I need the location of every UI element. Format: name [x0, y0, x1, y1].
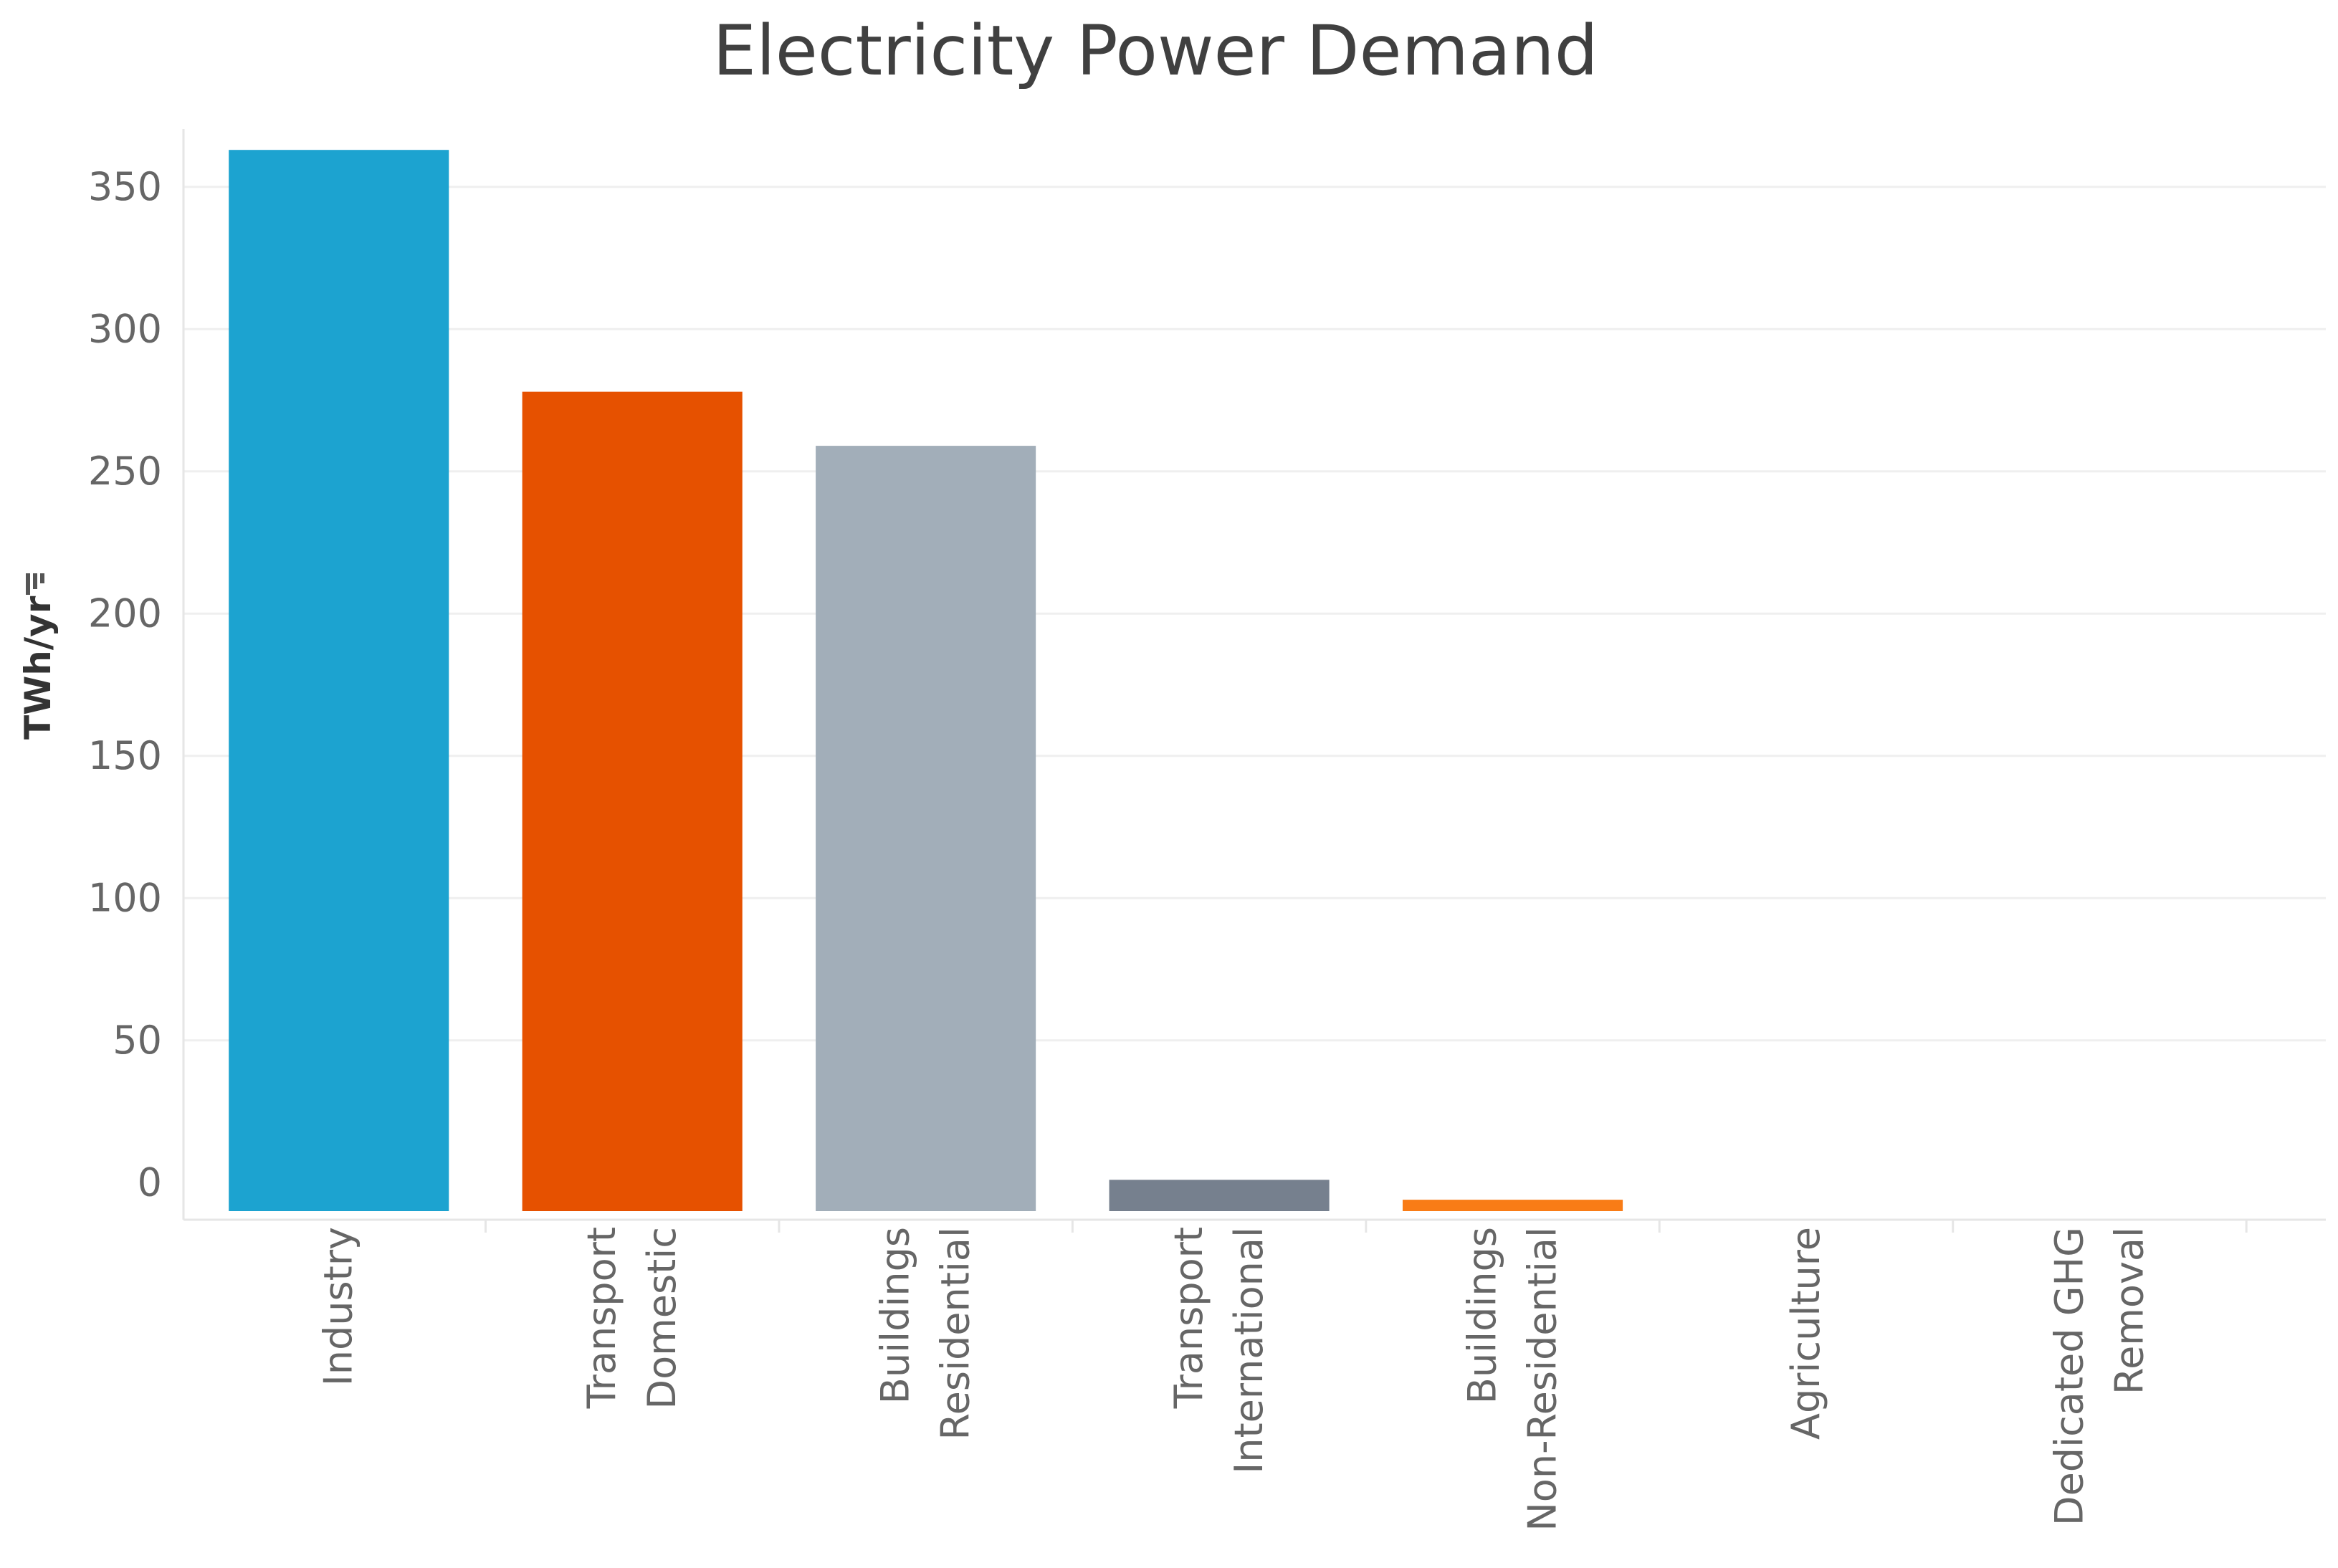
- y-tick-label: 50: [113, 1018, 162, 1063]
- x-tick-label-line: Buildings: [873, 1227, 918, 1404]
- xlabels-layer: Industry Transport Domestic Buildings Reside…: [316, 1227, 2152, 1531]
- bar-transport-international[interactable]: [1109, 1180, 1330, 1211]
- ticks-layer: 0 50 100 150 200 250 300 350: [88, 164, 162, 1205]
- y-tick-label: 350: [88, 164, 162, 209]
- x-tick-label-line: Domestic: [639, 1227, 684, 1409]
- x-tick-label: Agriculture: [1783, 1227, 1828, 1440]
- x-tick-label-line: Residential: [933, 1227, 978, 1440]
- y-axis-label: TWh/yr: [17, 596, 59, 740]
- x-tick-label: Industry: [316, 1227, 361, 1386]
- y-tick-label: 100: [88, 875, 162, 920]
- x-tick-label: Transport International: [1166, 1227, 1271, 1474]
- x-tick-label-line: Transport: [1166, 1227, 1211, 1409]
- bar-buildings-non-residential[interactable]: [1402, 1200, 1623, 1211]
- x-tick-label-line: Non-Residential: [1520, 1227, 1565, 1531]
- x-tick-label: Buildings Residential: [873, 1227, 978, 1440]
- x-tick-label: Dedicated GHG Removal: [2046, 1227, 2152, 1526]
- x-tick-label-line: Dedicated GHG: [2046, 1227, 2091, 1526]
- y-tick-label: 300: [88, 306, 162, 351]
- x-tick-label-line: Industry: [316, 1227, 361, 1386]
- bar-transport-domestic[interactable]: [522, 391, 743, 1211]
- x-tick-label-line: International: [1226, 1227, 1271, 1474]
- bar-buildings-residential[interactable]: [816, 446, 1036, 1211]
- y-tick-label: 150: [88, 733, 162, 778]
- y-tick-label: 0: [138, 1160, 162, 1205]
- x-tick-label-line: Removal: [2106, 1227, 2152, 1395]
- x-tick-label: Buildings Non-Residential: [1460, 1227, 1565, 1531]
- chart-title: Electricity Power Demand: [712, 11, 1598, 91]
- bars-layer: [229, 150, 1623, 1212]
- bar-industry[interactable]: [229, 150, 449, 1212]
- x-tick-label: Transport Domestic: [579, 1227, 684, 1409]
- x-tick-label-line: Buildings: [1460, 1227, 1505, 1404]
- y-tick-label: 250: [88, 449, 162, 494]
- y-axis-label-group: TWh/yr: [17, 573, 59, 740]
- x-tick-label-line: Agriculture: [1783, 1227, 1828, 1440]
- grid-layer: [183, 186, 2326, 1042]
- sort-icon[interactable]: [26, 573, 44, 595]
- y-tick-label: 200: [88, 591, 162, 636]
- axis-layer: [182, 129, 2326, 1233]
- x-tick-label-line: Transport: [579, 1227, 624, 1409]
